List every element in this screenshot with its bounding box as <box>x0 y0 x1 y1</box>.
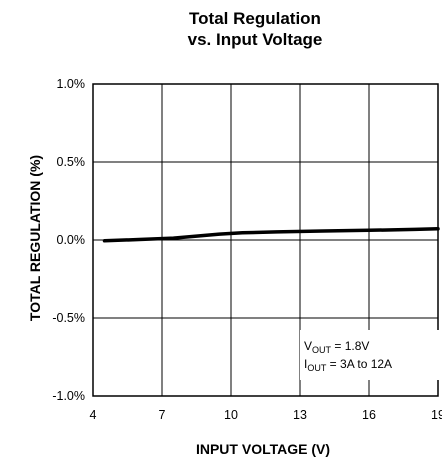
y-tick-label: 1.0% <box>57 77 86 91</box>
x-tick-label: 4 <box>90 408 97 422</box>
x-tick-labels: 4 7 10 13 16 19 <box>90 408 442 422</box>
y-tick-labels: 1.0% 0.5% 0.0% -0.5% -1.0% <box>52 77 85 403</box>
series-line-0 <box>102 227 440 243</box>
annotation-iout: IOUT = 3A to 12A <box>304 357 392 373</box>
y-tick-label: -1.0% <box>52 389 85 403</box>
annotation-vout-main: V <box>304 339 312 353</box>
annotation-box <box>300 330 442 380</box>
chart-title-line-2: vs. Input Voltage <box>188 30 323 49</box>
annotation-iout-main: I <box>304 357 307 371</box>
annotation-vout: VOUT = 1.8V <box>304 339 369 355</box>
annotation-iout-rest: = 3A to 12A <box>326 357 392 371</box>
y-axis-label: TOTAL REGULATION (%) <box>27 155 43 321</box>
x-tick-label: 10 <box>224 408 238 422</box>
y-tick-label: -0.5% <box>52 311 85 325</box>
x-tick-label: 16 <box>362 408 376 422</box>
y-tick-label: 0.5% <box>57 155 86 169</box>
series-layer <box>102 227 440 243</box>
annotation-vout-rest: = 1.8V <box>331 339 369 353</box>
plot-frame <box>92 83 439 397</box>
x-tick-label: 7 <box>159 408 166 422</box>
annotation-iout-sub: OUT <box>307 363 327 373</box>
annotation-vout-sub: OUT <box>312 345 332 355</box>
x-tick-label: 19 <box>431 408 442 422</box>
y-tick-label: 0.0% <box>57 233 86 247</box>
x-axis-label: INPUT VOLTAGE (V) <box>196 441 330 457</box>
chart-title-line-1: Total Regulation <box>189 9 321 28</box>
x-tick-label: 13 <box>293 408 307 422</box>
